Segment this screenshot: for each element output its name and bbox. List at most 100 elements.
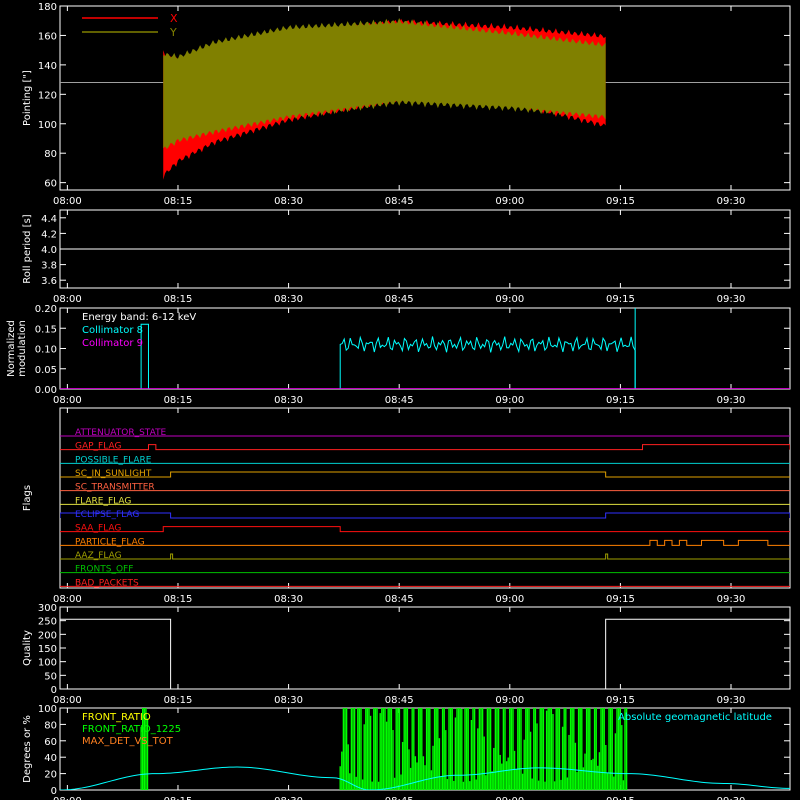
legend-label: FRONT_RATIO — [82, 712, 151, 723]
flag-label: BAD_PACKETS — [75, 578, 139, 588]
panel-flags: 08:00 08:15 08:30 08:45 09:00 09:15 09:30 Flags… — [22, 407, 791, 605]
x-tick-label: 08:00 — [53, 695, 82, 706]
series-line — [60, 618, 790, 689]
y-tick-label: 4.4 — [41, 214, 57, 225]
x-tick-label: 09:00 — [495, 395, 524, 406]
x-tick-label: 08:15 — [164, 796, 193, 800]
series-geomagnetic-latitude — [60, 766, 790, 790]
y-tick-label: 60 — [44, 737, 57, 748]
flag-label: ATTENUATOR_STATE — [75, 428, 167, 438]
flag-label: SC_IN_SUNLIGHT — [75, 469, 152, 479]
flag-line-sc_in_sunlight — [60, 471, 790, 478]
x-tick-label: 09:15 — [606, 294, 635, 305]
x-tick-label: 08:00 — [53, 796, 82, 800]
x-tick-label: 09:15 — [606, 594, 635, 605]
flag-label: FRONTS_OFF — [75, 565, 133, 575]
flag-label: PARTICLE_FLAG — [75, 537, 145, 547]
y-tick-label: 3.6 — [41, 276, 57, 287]
legend-label: X — [170, 12, 178, 25]
x-tick-label: 09:30 — [717, 294, 746, 305]
panel-modulation: 08:00 08:15 08:30 08:45 09:00 09:15 09:30 0.00 0… — [6, 304, 791, 406]
x-tick-label: 08:30 — [274, 594, 303, 605]
y-tick-label: 80 — [44, 720, 57, 731]
x-tick-label: 08:30 — [274, 796, 303, 800]
x-tick-label: 08:45 — [385, 695, 414, 706]
flag-line-eclipse_flag — [60, 512, 790, 519]
plot-area — [60, 435, 790, 587]
x-tick-label: 09:15 — [606, 695, 635, 706]
x-tick-label: 09:00 — [495, 196, 524, 207]
x-tick-label: 08:45 — [385, 796, 414, 800]
x-tick-label: 08:45 — [385, 594, 414, 605]
x-tick-label: 08:00 — [53, 594, 82, 605]
y-tick-label: 140 — [38, 61, 57, 72]
y-tick-label: 20 — [44, 770, 57, 781]
x-tick-label: 09:15 — [606, 395, 635, 406]
y-tick-label: 0.10 — [35, 345, 57, 356]
flag-label: AAZ_FLAG — [75, 551, 122, 561]
x-tick-label: 08:00 — [53, 196, 82, 207]
y-tick-label: 80 — [44, 149, 57, 160]
plot-area — [60, 708, 790, 790]
y-axis-label: Pointing ["] — [22, 70, 33, 126]
x-tick-label: 08:00 — [53, 294, 82, 305]
x-tick-label: 08:15 — [164, 294, 193, 305]
legend-label: Collimator 8 — [82, 325, 143, 336]
x-tick-label: 08:00 — [53, 395, 82, 406]
legend-label: FRONT_RATIO_1225 — [82, 724, 181, 735]
x-tick-label: 08:30 — [274, 695, 303, 706]
y-axis-label: Degrees or % — [22, 715, 33, 783]
y-tick-label: 100 — [38, 704, 57, 715]
flag-label: FLARE_FLAG — [75, 496, 131, 506]
y-axis-label: Quality — [22, 630, 33, 666]
legend-label: Absolute geomagnetic latitude — [618, 712, 772, 723]
series-y-band — [163, 18, 606, 150]
y-tick-label: 4.2 — [41, 229, 57, 240]
panel-ratios: 08:00 08:15 08:30 08:45 09:00 09:15 09:30 0 20 40… — [22, 704, 791, 800]
y-tick-label: 3.8 — [41, 261, 57, 272]
flag-label: SC_TRANSMITTER — [75, 483, 155, 493]
panel-quality: 08:00 08:15 08:30 08:45 09:00 09:15 09:30 0 50 10… — [22, 603, 791, 706]
plot-area — [60, 308, 790, 389]
flag-label: ECLIPSE_FLAG — [75, 510, 139, 520]
x-tick-label: 09:00 — [495, 294, 524, 305]
y-tick-label: 250 — [38, 617, 57, 628]
panel-frame — [59, 5, 791, 191]
y-tick-label: 60 — [44, 179, 57, 190]
y-tick-label: 180 — [38, 2, 57, 13]
y-tick-label: 160 — [38, 31, 57, 42]
x-tick-label: 08:30 — [274, 196, 303, 207]
panels-container: 08:00 08:15 08:30 08:45 09:00 09:15 09:30 60 80 1… — [6, 2, 791, 800]
y-tick-label: 200 — [38, 630, 57, 641]
x-tick-label: 08:15 — [164, 395, 193, 406]
x-tick-label: 08:30 — [274, 395, 303, 406]
y-tick-label: 100 — [38, 120, 57, 131]
x-tick-label: 09:30 — [717, 395, 746, 406]
flag-label: SAA_FLAG — [75, 524, 121, 534]
panel-frame — [59, 407, 791, 589]
x-tick-label: 09:30 — [717, 695, 746, 706]
y-tick-label: 4.0 — [41, 245, 57, 256]
series-collimator-8 — [339, 335, 636, 389]
y-tick-label: 0.20 — [35, 304, 57, 315]
y-tick-label: 0.00 — [35, 385, 57, 396]
x-tick-label: 09:00 — [495, 695, 524, 706]
x-tick-label: 08:30 — [274, 294, 303, 305]
x-tick-label: 08:45 — [385, 294, 414, 305]
x-tick-label: 09:30 — [717, 796, 746, 800]
y-axis-label: modulation — [17, 320, 28, 377]
y-tick-label: 50 — [44, 671, 57, 682]
panel-pointing: 08:00 08:15 08:30 08:45 09:00 09:15 09:30 60 80 1… — [22, 2, 791, 207]
x-tick-label: 08:15 — [164, 196, 193, 207]
plot-area — [60, 18, 790, 180]
x-tick-label: 09:00 — [495, 796, 524, 800]
y-axis-label: Roll period [s] — [22, 214, 33, 283]
y-tick-label: 0 — [51, 786, 57, 797]
flag-label: GAP_FLAG — [75, 442, 121, 452]
y-tick-label: 100 — [38, 658, 57, 669]
x-tick-label: 09:30 — [717, 594, 746, 605]
y-tick-label: 0 — [51, 685, 57, 696]
flag-line-aaz_flag — [60, 553, 790, 560]
x-tick-label: 09:00 — [495, 594, 524, 605]
